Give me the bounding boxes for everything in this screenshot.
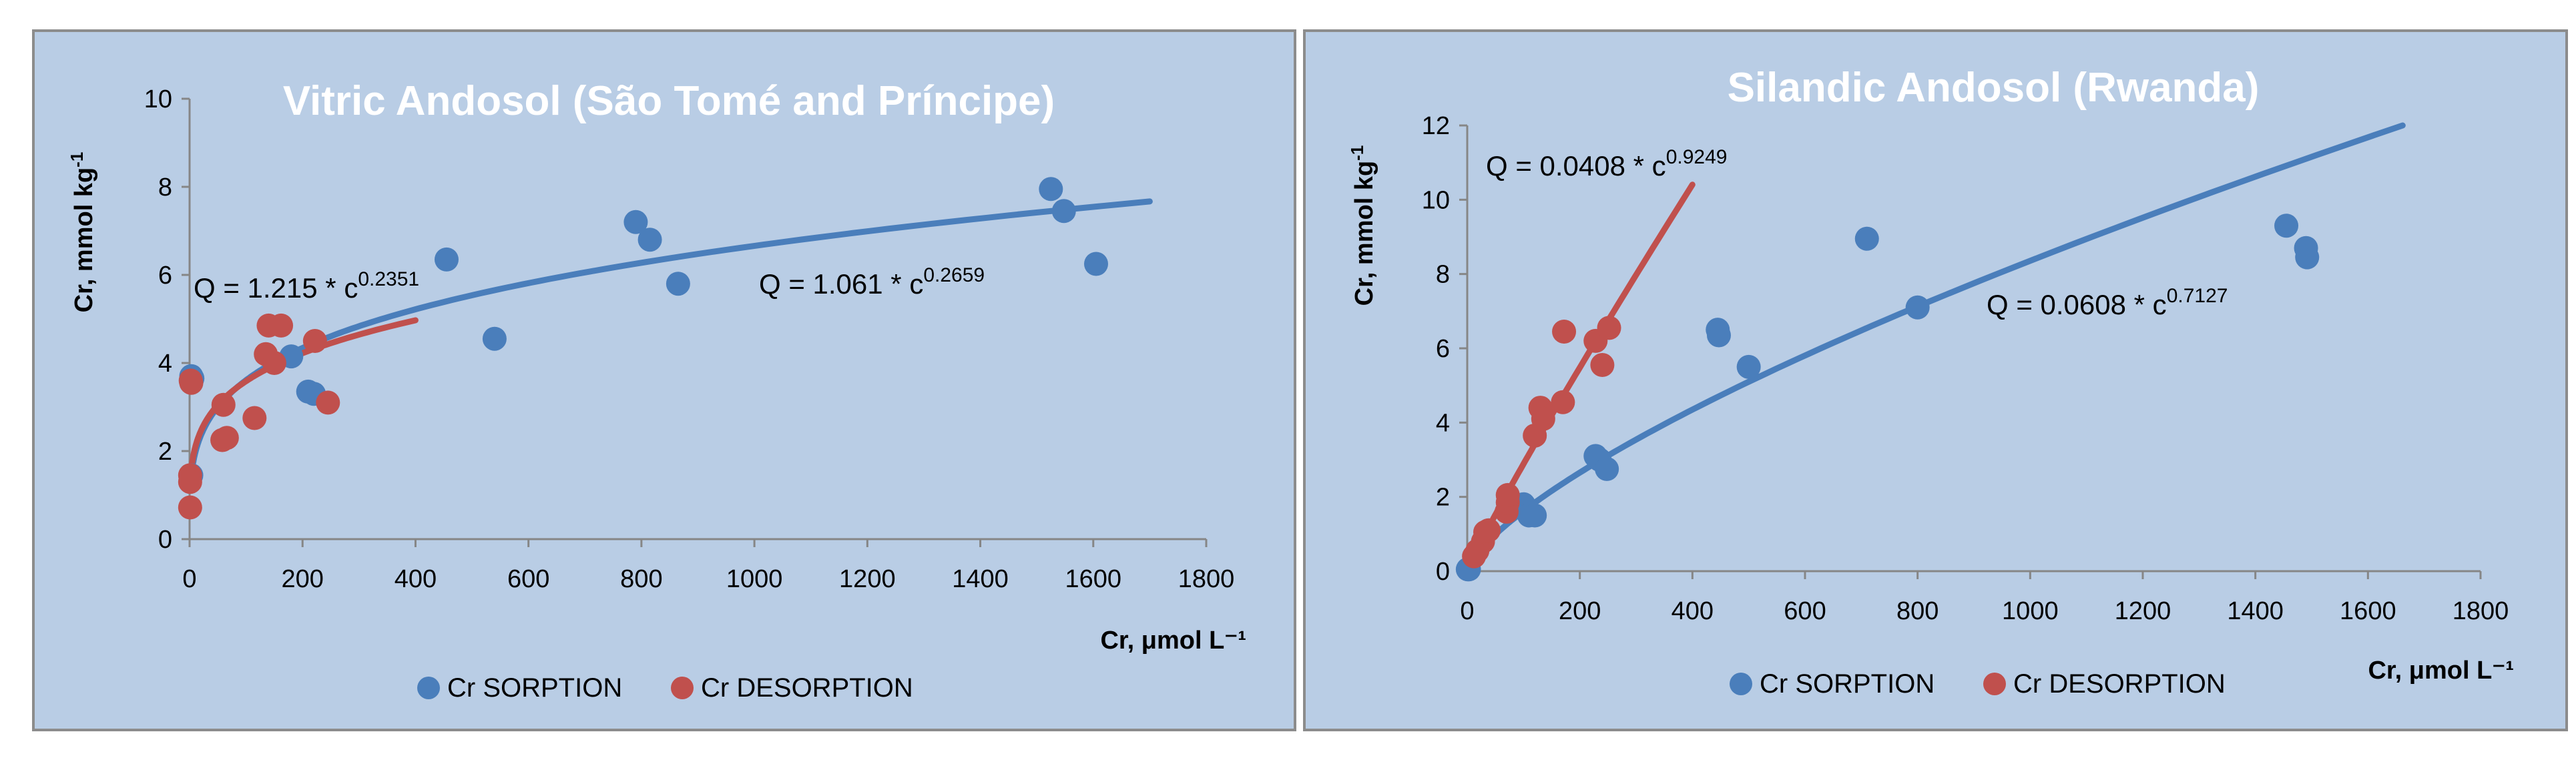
y-tick-label: 6: [158, 262, 172, 290]
y-tick-label: 6: [1436, 335, 1450, 363]
legend-marker-desorption: [1983, 673, 2006, 695]
y-tick-label: 0: [1436, 558, 1450, 586]
chart-panel-vitric-andosol: 0 2 4 6 8 10 0 200 400 600 800 1000 1200 1400 1600 1800…: [32, 29, 1296, 731]
y-axis-label: Cr, mmol kg-1: [67, 152, 98, 313]
y-tick-label: 4: [1436, 409, 1450, 437]
data-point-sorption: [1706, 323, 1731, 348]
y-tick-label: 8: [158, 173, 172, 202]
y-tick-label: 2: [1436, 484, 1450, 512]
equation-desorption: Q = 1.215 * c0.2351: [194, 268, 419, 304]
x-tick-label: 1200: [2115, 597, 2171, 625]
x-tick-label: 1400: [952, 565, 1009, 593]
x-tick-label: 1600: [2340, 597, 2396, 625]
data-point-desorption: [262, 351, 286, 375]
x-tick-label: 600: [1784, 597, 1826, 625]
x-tick-label: 1600: [1065, 565, 1122, 593]
data-point-sorption: [1854, 226, 1879, 251]
legend-marker-sorption: [417, 677, 440, 699]
x-tick-label: 1000: [726, 565, 783, 593]
data-point-sorption: [1523, 503, 1547, 528]
x-axis-label: Cr, μmol L⁻¹: [2368, 657, 2514, 685]
x-tick-label: 0: [1460, 597, 1474, 625]
chart-title: Vitric Andosol (São Tomé and Príncipe): [283, 78, 1055, 124]
equation-sorption: Q = 1.061 * c0.2659: [759, 264, 985, 300]
legend-marker-desorption: [671, 677, 694, 699]
data-point-sorption: [434, 247, 459, 272]
y-tick-label: 2: [158, 438, 172, 466]
y-tick-label: 0: [158, 526, 172, 554]
data-point-desorption: [178, 470, 202, 494]
x-tick-label: 1400: [2227, 597, 2284, 625]
x-tick-label: 400: [1671, 597, 1714, 625]
y-axis-label: Cr, mmol kg-1: [1347, 145, 1378, 306]
data-point-desorption: [1477, 518, 1501, 542]
x-tick-label: 1000: [2002, 597, 2059, 625]
chart-silandic-andosol: 0 2 4 6 8 10 12 0 200 400 600 800 1000 1200 1400 1600 18…: [1347, 65, 2514, 699]
fit-line-sorption: [1465, 122, 2406, 573]
data-point-sorption: [1595, 456, 1619, 481]
data-point-desorption: [1551, 390, 1575, 414]
data-point-sorption: [666, 272, 690, 296]
data-point-sorption: [1084, 252, 1109, 276]
x-tick-label: 1800: [2453, 597, 2509, 625]
x-tick-label: 800: [620, 565, 662, 593]
y-tick-label: 8: [1436, 261, 1450, 289]
x-tick-label: 800: [1896, 597, 1939, 625]
x-tick-label: 400: [395, 565, 437, 593]
data-point-desorption: [179, 370, 204, 395]
legend-label-sorption: Cr SORPTION: [1760, 669, 1935, 699]
data-point-sorption: [2295, 245, 2320, 270]
legend-marker-sorption: [1730, 673, 1752, 695]
x-tick-label: 0: [182, 565, 196, 593]
data-point-desorption: [211, 392, 236, 417]
data-point-sorption: [482, 326, 507, 351]
data-point-sorption: [1051, 199, 1076, 224]
y-tick-label: 4: [158, 350, 172, 378]
y-tick-label: 10: [144, 85, 172, 113]
data-point-desorption: [1597, 316, 1621, 340]
x-tick-label: 200: [282, 565, 324, 593]
data-point-desorption: [1590, 353, 1615, 378]
y-tick-label: 12: [1422, 112, 1450, 140]
x-axis-label: Cr, μmol L⁻¹: [1100, 627, 1246, 655]
chart-panel-silandic-andosol: 0 2 4 6 8 10 12 0 200 400 600 800 1000 1200 1400 1600 18…: [1303, 29, 2568, 731]
equation-sorption: Q = 0.0608 * c0.7127: [1987, 285, 2228, 320]
data-point-desorption: [1552, 319, 1577, 344]
legend-label-desorption: Cr DESORPTION: [701, 673, 913, 703]
equation-desorption: Q = 0.0408 * c0.9249: [1486, 146, 1727, 181]
x-tick-label: 600: [507, 565, 549, 593]
data-point-sorption: [2274, 214, 2299, 238]
data-point-sorption: [1905, 295, 1930, 320]
legend-label-desorption: Cr DESORPTION: [2013, 669, 2226, 699]
y-tick-label: 10: [1422, 186, 1450, 214]
legend-label-sorption: Cr SORPTION: [447, 673, 622, 703]
data-point-sorption: [637, 228, 662, 252]
data-point-desorption: [316, 390, 340, 415]
x-tick-label: 200: [1559, 597, 1601, 625]
data-point-desorption: [242, 406, 267, 430]
chart-title: Silandic Andosol (Rwanda): [1728, 65, 2260, 111]
data-point-desorption: [302, 329, 327, 353]
data-point-desorption: [178, 495, 202, 520]
x-tick-label: 1800: [1178, 565, 1235, 593]
data-point-desorption: [1495, 482, 1520, 507]
data-point-desorption: [269, 313, 294, 338]
data-point-sorption: [623, 210, 648, 234]
chart-vitric-andosol: 0 2 4 6 8 10 0 200 400 600 800 1000 1200 1400 1600 1800…: [67, 78, 1246, 703]
data-point-desorption: [214, 426, 239, 450]
data-point-desorption: [1531, 406, 1555, 431]
data-point-sorption: [1736, 354, 1761, 379]
x-tick-label: 1200: [839, 565, 896, 593]
data-point-sorption: [1039, 177, 1063, 202]
fit-line-sorption: [189, 198, 1153, 471]
